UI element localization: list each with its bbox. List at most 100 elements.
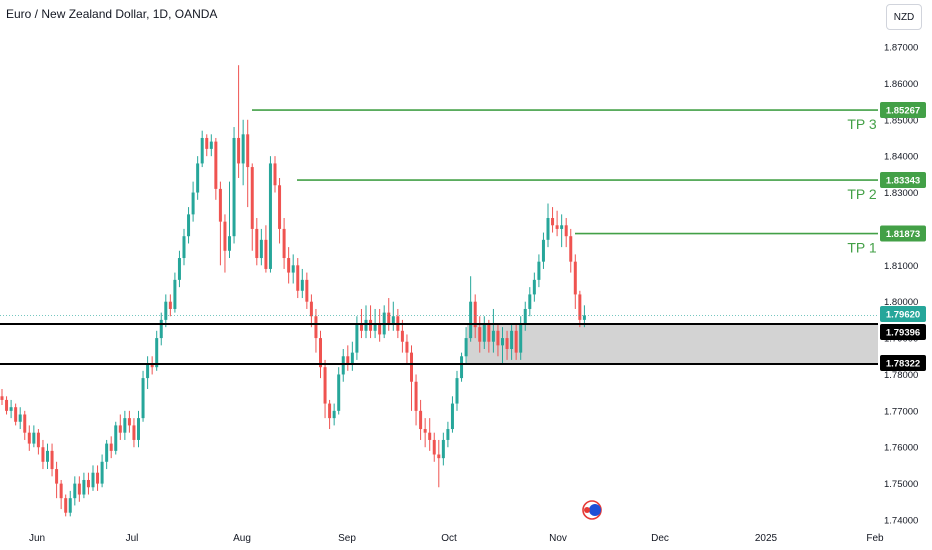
x-tick-label: Jul (126, 533, 139, 544)
candle-body (73, 483, 77, 499)
y-tick-label: 1.85000 (884, 115, 918, 126)
candle-body (259, 239, 263, 259)
candle-body (578, 294, 582, 320)
candle-body (109, 443, 113, 451)
candle-body (491, 330, 495, 342)
support-zone (467, 324, 878, 364)
candle-body (437, 454, 441, 459)
candle-body (537, 261, 541, 280)
candle-body (359, 323, 363, 331)
candle-body (264, 239, 268, 269)
candle-body (187, 214, 191, 237)
candle-body (32, 432, 36, 444)
zone-lower-badge (880, 355, 926, 371)
candle-body (460, 356, 464, 379)
candle-body (501, 338, 504, 346)
candle-body (555, 225, 559, 229)
candle-body (541, 239, 545, 262)
candle-body (155, 338, 159, 368)
tp-price-label: 1.85267 (886, 106, 920, 117)
x-tick-label: 2025 (755, 533, 778, 544)
candle-body (228, 236, 231, 251)
candle-body (137, 418, 140, 440)
candle-body (369, 319, 373, 331)
candle-body (528, 294, 532, 309)
candle-body (569, 236, 573, 262)
candle-body (159, 319, 163, 339)
y-tick-label: 1.84000 (884, 152, 918, 163)
candle-body (551, 218, 555, 226)
tradingview-logo-icon[interactable] (582, 500, 602, 520)
y-tick-label: 1.76000 (884, 443, 918, 454)
candle-body (319, 338, 322, 368)
candle-body (127, 418, 131, 426)
candle-body (391, 316, 395, 324)
candle-body (241, 134, 245, 164)
candle-body (414, 381, 418, 411)
candle-body (59, 483, 63, 499)
candle-body (118, 425, 122, 433)
candle-body (68, 498, 72, 513)
current-price-label: 1.79620 (886, 310, 920, 321)
candle-body (237, 137, 241, 164)
zone-upper-price-label: 1.79396 (886, 328, 920, 339)
tp-price-label: 1.81873 (886, 229, 920, 240)
candle-body (346, 356, 350, 364)
candle-body (450, 403, 454, 430)
candle-body (355, 323, 359, 353)
candle-body (309, 301, 313, 317)
candle-body (182, 236, 186, 259)
tp-label: TP 2 (847, 186, 877, 202)
candle-body (82, 479, 86, 495)
candle-body (469, 301, 473, 339)
candle-body (214, 141, 218, 189)
candle-body (177, 258, 181, 280)
zone-upper-badge (880, 324, 926, 340)
candle-body (287, 258, 291, 273)
candle-body (291, 265, 295, 273)
y-tick-label: 1.77000 (884, 406, 918, 417)
candle-body (464, 338, 468, 357)
time-axis: Jun Jul Aug Sep Oct Nov Dec 2025 Feb (29, 533, 884, 544)
tp-price-badge (880, 225, 926, 242)
currency-selector-button[interactable]: NZD (886, 4, 922, 30)
candle-body (510, 330, 514, 349)
chart-title: Euro / New Zealand Dollar, 1D, OANDA (6, 7, 218, 21)
y-tick-label: 1.75000 (884, 479, 918, 490)
candle-body (405, 341, 409, 353)
y-tick-label: 1.74000 (884, 516, 918, 527)
candle-body (164, 301, 168, 320)
candle-body (300, 279, 304, 291)
candle-body (41, 447, 45, 462)
candle-body (105, 443, 109, 462)
candle-body (77, 483, 81, 495)
candle-body (305, 279, 309, 302)
candle-body (209, 141, 213, 149)
current-price-badge (880, 306, 926, 322)
candle-body (141, 378, 145, 419)
x-tick-label: Oct (441, 533, 457, 544)
candle-body (523, 308, 527, 324)
candle-body (323, 367, 327, 404)
y-tick-label: 1.83000 (884, 188, 918, 199)
candle-body (487, 323, 491, 342)
candle-body (478, 327, 482, 342)
candle-body (564, 225, 568, 237)
tp-price-badge (880, 102, 926, 119)
candle-body (168, 301, 172, 309)
candle-body (100, 461, 104, 484)
x-tick-label: Dec (651, 533, 669, 544)
x-tick-label: Feb (866, 533, 884, 544)
candle-body (91, 472, 95, 488)
candle-body (123, 418, 127, 433)
candle-body (582, 315, 586, 320)
candle-body (337, 374, 341, 411)
candle-body (282, 228, 286, 259)
zone-lower-price-label: 1.78322 (886, 359, 920, 370)
take-profit-lines: TP 3 TP 2 TP 1 (0, 109, 878, 316)
candle-body (50, 450, 54, 470)
candle-body (96, 472, 100, 484)
candle-body (205, 137, 209, 149)
y-tick-label: 1.81000 (884, 261, 918, 272)
